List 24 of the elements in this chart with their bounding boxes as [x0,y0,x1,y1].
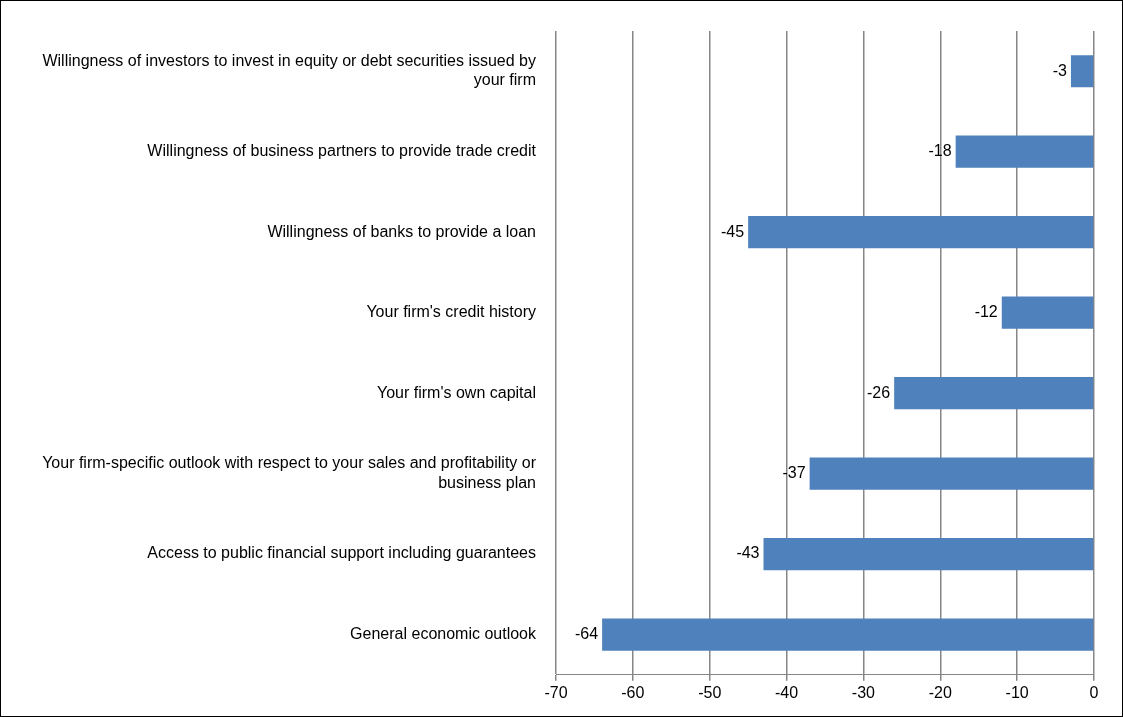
data-label: -37 [782,464,806,482]
x-tick-label: -70 [544,683,568,701]
y-tick-label: Willingness of investors to invest in equity or debt securities issued by your firm [42,52,536,89]
y-tick-label: Your firm-specific outlook with respect to your sales and profitability or business plan [42,454,537,491]
data-label: -12 [974,303,998,321]
data-label: -43 [736,544,760,562]
data-label: -64 [574,624,599,642]
x-tick-label: -30 [851,683,876,701]
y-tick-label: Willingness of business partners to provide trade credit [147,142,537,160]
x-tick-label: -60 [621,683,645,701]
x-tick-label: 0 [1089,683,1099,701]
x-tick-label: -50 [698,683,722,701]
y-tick-label: Access to public financial support including guarantees [147,544,536,562]
x-tick-label: -40 [775,683,799,701]
data-label: -45 [721,222,745,240]
y-tick-label: Your firm's credit history [366,303,536,321]
y-tick-label: Willingness of banks to provide a loan [267,222,536,240]
x-tick-label: -20 [928,683,952,701]
y-tick-label: General economic outlook [350,624,537,642]
y-tick-label: Your firm's own capital [377,383,536,401]
data-label: -3 [1052,61,1068,79]
data-label: -26 [867,383,891,401]
data-label: -18 [928,142,952,160]
x-tick-label: -10 [1005,683,1029,701]
